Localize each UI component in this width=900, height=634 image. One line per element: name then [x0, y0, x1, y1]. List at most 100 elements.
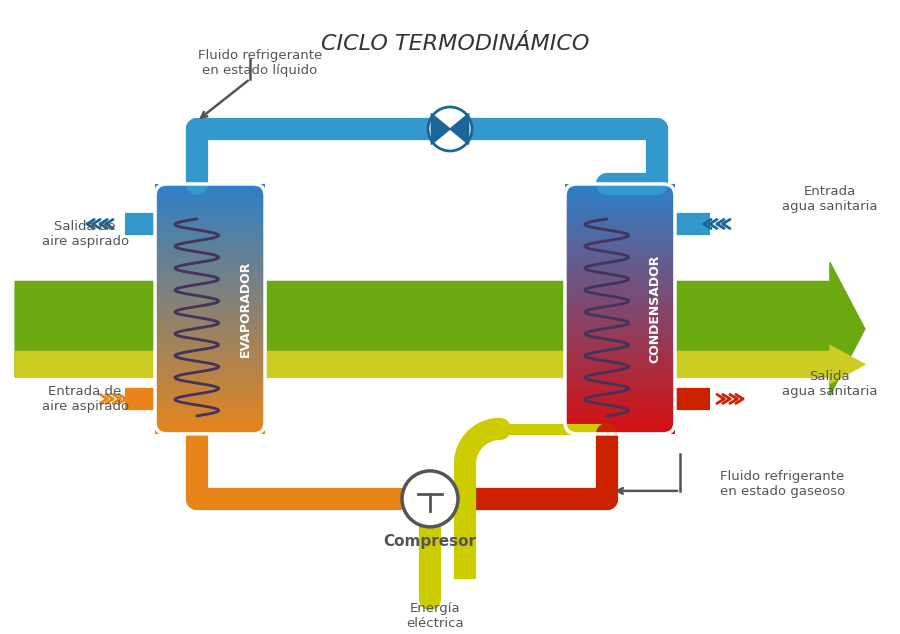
Bar [155, 319, 265, 324]
Text: Compresor: Compresor [383, 534, 476, 550]
Bar [565, 384, 675, 389]
Polygon shape [431, 113, 450, 145]
Bar [565, 334, 675, 339]
Bar [155, 369, 265, 374]
Bar [155, 404, 265, 409]
Bar [155, 429, 265, 434]
Bar [155, 424, 265, 429]
Polygon shape [450, 113, 469, 145]
Bar [155, 364, 265, 369]
Bar [565, 199, 675, 204]
Bar [565, 319, 675, 324]
Bar [565, 204, 675, 209]
Bar [565, 219, 675, 224]
Bar [155, 224, 265, 229]
Circle shape [402, 471, 458, 527]
Bar [565, 369, 675, 374]
Bar [565, 259, 675, 264]
Text: CICLO TERMODINÁMICO: CICLO TERMODINÁMICO [320, 34, 590, 54]
Bar [155, 334, 265, 339]
Text: Entrada
agua sanitaria: Entrada agua sanitaria [782, 185, 878, 213]
Bar [155, 274, 265, 279]
Bar [155, 264, 265, 269]
Bar [155, 329, 265, 334]
Bar [565, 229, 675, 234]
Bar [565, 214, 675, 219]
Bar [565, 404, 675, 409]
Bar [565, 389, 675, 394]
Bar [155, 259, 265, 264]
Bar [155, 284, 265, 289]
Bar [565, 184, 675, 189]
Bar [565, 414, 675, 419]
Bar [565, 209, 675, 214]
Bar [155, 194, 265, 199]
Bar [155, 359, 265, 364]
Bar [155, 214, 265, 219]
Bar [565, 324, 675, 329]
Text: Energía
eléctrica: Energía eléctrica [406, 602, 464, 630]
Bar [565, 419, 675, 424]
Bar [565, 284, 675, 289]
Bar [565, 234, 675, 239]
Bar [565, 279, 675, 284]
Bar [155, 304, 265, 309]
Bar [565, 339, 675, 344]
Bar [155, 374, 265, 379]
Bar [155, 219, 265, 224]
Bar [155, 209, 265, 214]
Bar [155, 419, 265, 424]
Bar [155, 249, 265, 254]
Bar [565, 299, 675, 304]
Bar [155, 189, 265, 194]
Bar [155, 379, 265, 384]
Bar [565, 304, 675, 309]
Bar [155, 324, 265, 329]
Bar [565, 344, 675, 349]
Bar [155, 384, 265, 389]
Bar [565, 254, 675, 259]
Bar [565, 189, 675, 194]
Bar [565, 399, 675, 404]
Text: EVAPORADOR: EVAPORADOR [238, 261, 252, 357]
Bar [565, 329, 675, 334]
Bar [155, 309, 265, 314]
Circle shape [428, 107, 472, 151]
Bar [155, 204, 265, 209]
Bar [565, 264, 675, 269]
Bar [565, 294, 675, 299]
Bar [565, 194, 675, 199]
Bar [565, 429, 675, 434]
Bar [565, 239, 675, 244]
Bar [155, 349, 265, 354]
Bar [565, 274, 675, 279]
Bar [155, 269, 265, 274]
Bar [565, 379, 675, 384]
Bar [155, 394, 265, 399]
Bar [565, 409, 675, 414]
Text: Fluido refrigerante
en estado líquido: Fluido refrigerante en estado líquido [198, 49, 322, 77]
FancyArrow shape [15, 346, 865, 384]
Bar [565, 394, 675, 399]
Text: Fluido refrigerante
en estado gaseoso: Fluido refrigerante en estado gaseoso [720, 470, 845, 498]
Bar [155, 244, 265, 249]
Text: Salida
agua sanitaria: Salida agua sanitaria [782, 370, 878, 398]
Bar [565, 244, 675, 249]
Bar [565, 424, 675, 429]
Bar [565, 364, 675, 369]
Text: CONDENSADOR: CONDENSADOR [649, 255, 662, 363]
Bar [155, 254, 265, 259]
Bar [155, 299, 265, 304]
Bar [155, 184, 265, 189]
Bar [155, 354, 265, 359]
Bar [155, 279, 265, 284]
Bar [565, 354, 675, 359]
Bar [155, 289, 265, 294]
Bar [565, 224, 675, 229]
Bar [155, 389, 265, 394]
Bar [565, 349, 675, 354]
Bar [565, 289, 675, 294]
Bar [565, 249, 675, 254]
Bar [155, 294, 265, 299]
Bar [155, 399, 265, 404]
